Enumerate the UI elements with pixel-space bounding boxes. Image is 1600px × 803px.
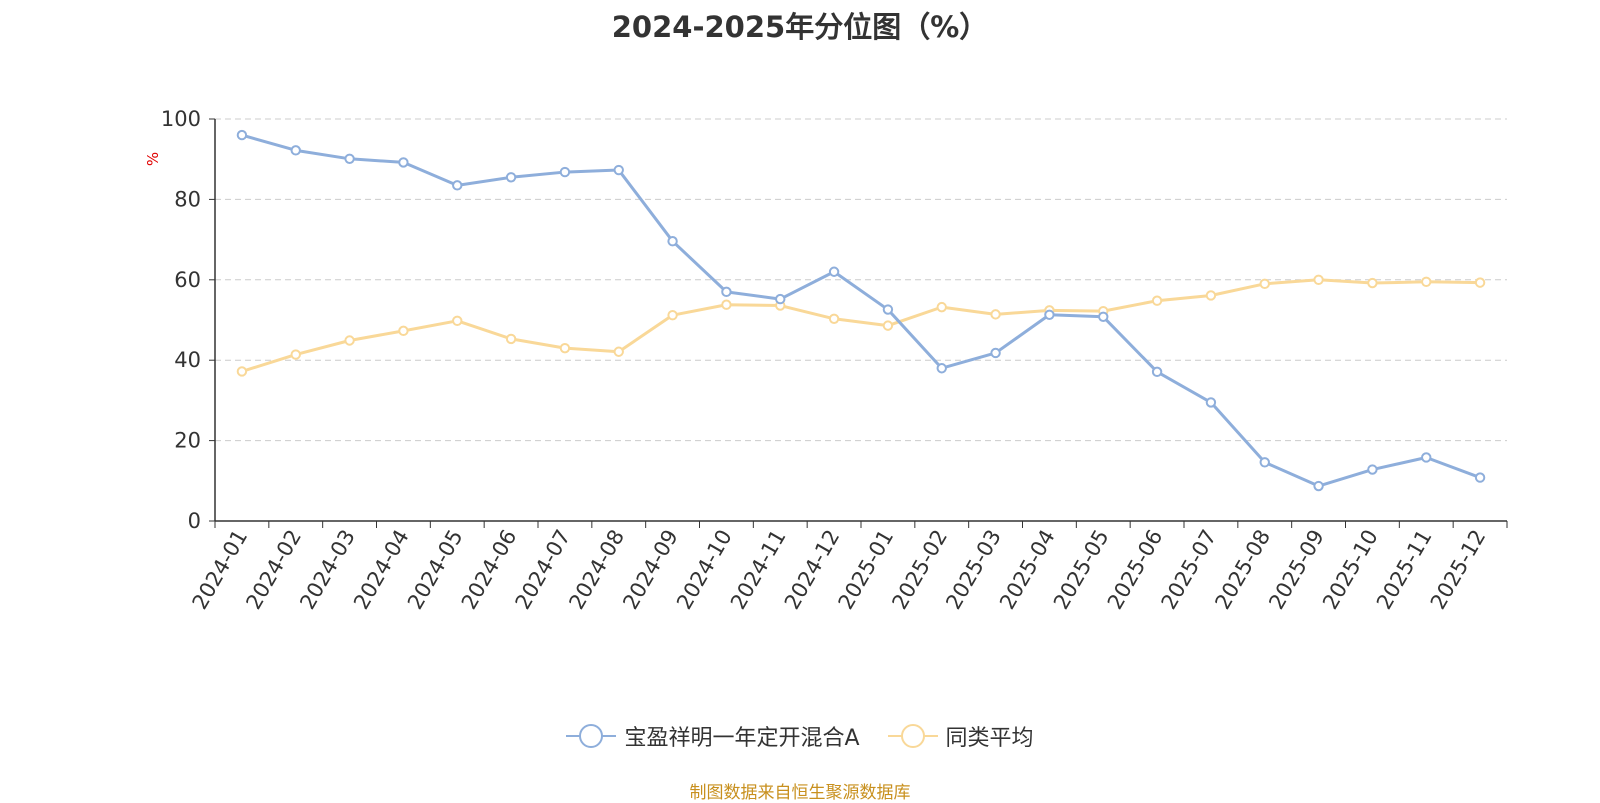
data-point bbox=[667, 309, 678, 321]
series-lines bbox=[236, 129, 1486, 492]
data-point bbox=[721, 286, 732, 298]
series-line-0 bbox=[241, 133, 1481, 488]
data-point bbox=[775, 293, 786, 305]
data-point bbox=[1151, 295, 1163, 306]
data-point bbox=[613, 164, 624, 176]
data-point bbox=[1421, 452, 1432, 463]
y-tick-label: 20 bbox=[174, 429, 201, 453]
data-point bbox=[1313, 480, 1324, 492]
legend-item-series-1[interactable]: 同类平均 bbox=[887, 720, 1034, 752]
y-tick-label: 100 bbox=[161, 107, 201, 131]
data-point bbox=[721, 299, 732, 310]
y-tick-label: 80 bbox=[174, 187, 201, 211]
data-point bbox=[559, 166, 571, 178]
source-note: 制图数据来自恒生聚源数据库 bbox=[689, 783, 911, 803]
data-point bbox=[559, 342, 571, 354]
data-point bbox=[1044, 309, 1055, 320]
data-point bbox=[882, 320, 894, 331]
data-point bbox=[1098, 311, 1109, 322]
data-point bbox=[290, 145, 301, 156]
data-point bbox=[1367, 464, 1378, 475]
data-point bbox=[1474, 277, 1486, 288]
data-point bbox=[828, 313, 840, 324]
data-point bbox=[1151, 366, 1163, 378]
data-point bbox=[828, 266, 840, 277]
data-point bbox=[936, 363, 947, 374]
axes bbox=[209, 118, 1508, 528]
chart-title: 2024-2025年分位图（%） bbox=[611, 10, 989, 44]
legend: 宝盈祥明一年定开混合A 同类平均 bbox=[0, 720, 1600, 752]
data-point bbox=[882, 304, 894, 315]
data-point bbox=[452, 180, 463, 191]
data-point bbox=[290, 349, 301, 360]
data-point bbox=[398, 325, 409, 337]
data-point bbox=[1421, 276, 1432, 288]
y-axis-label: % bbox=[144, 152, 162, 166]
data-point bbox=[505, 333, 517, 345]
data-point bbox=[344, 335, 355, 346]
legend-label: 宝盈祥明一年定开混合A bbox=[624, 726, 860, 751]
data-point bbox=[236, 129, 248, 141]
legend-marker-icon bbox=[887, 724, 938, 748]
data-point bbox=[1474, 472, 1486, 483]
data-point bbox=[936, 301, 947, 313]
data-point bbox=[990, 309, 1001, 320]
data-point bbox=[236, 366, 248, 377]
data-point bbox=[1313, 274, 1324, 285]
data-point bbox=[452, 315, 463, 327]
data-point bbox=[1205, 397, 1217, 408]
data-point bbox=[1205, 290, 1217, 301]
series-line-1 bbox=[241, 278, 1481, 373]
data-point bbox=[667, 236, 678, 247]
data-point bbox=[990, 347, 1001, 359]
legend-item-series-0[interactable]: 宝盈祥明一年定开混合A bbox=[566, 720, 860, 752]
y-tick-label: 60 bbox=[174, 268, 201, 292]
data-point bbox=[398, 157, 409, 168]
data-point bbox=[505, 172, 517, 183]
data-point bbox=[613, 346, 624, 357]
y-tick-label: 0 bbox=[188, 509, 201, 533]
data-point bbox=[1259, 457, 1270, 468]
legend-marker-icon bbox=[566, 724, 617, 748]
y-tick-label: 40 bbox=[174, 348, 201, 372]
data-point bbox=[344, 153, 355, 164]
grid-lines bbox=[215, 118, 1507, 442]
legend-label: 同类平均 bbox=[945, 726, 1034, 751]
data-point bbox=[1259, 278, 1270, 290]
data-point bbox=[1367, 277, 1378, 289]
